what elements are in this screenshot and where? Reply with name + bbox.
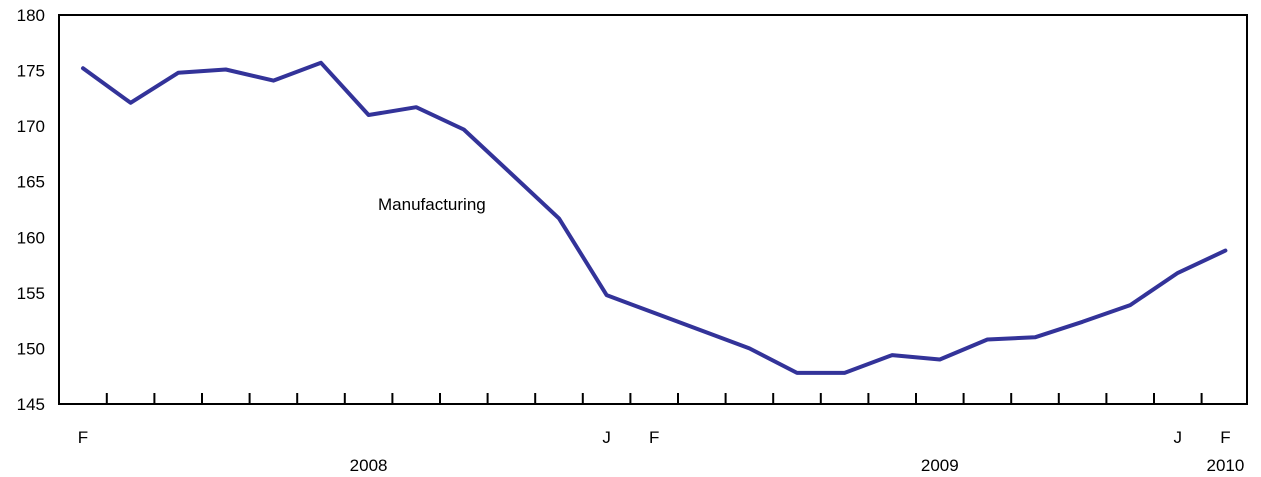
x-tick-label: F [78, 428, 88, 447]
y-tick-label: 155 [17, 284, 45, 303]
series-layer [81, 60, 1228, 375]
series-line [81, 60, 1228, 375]
y-tick-label: 165 [17, 173, 45, 192]
y-tick-label: 170 [17, 117, 45, 136]
x-tick-label: F [649, 428, 659, 447]
year-label: 2008 [350, 456, 388, 475]
y-tick-label: 175 [17, 62, 45, 81]
x-tick-label: F [1220, 428, 1230, 447]
y-tick-label: 150 [17, 339, 45, 358]
year-labels: 2008 2009 2010 [350, 456, 1245, 475]
y-axis-ticks: 145 150 155 160 165 170 175 180 [17, 6, 45, 414]
y-tick-label: 145 [17, 395, 45, 414]
y-tick-label: 160 [17, 228, 45, 247]
year-label: 2009 [921, 456, 959, 475]
x-tick-label: J [1174, 428, 1183, 447]
series-annotation: Manufacturing [378, 195, 486, 214]
x-axis-ticks [105, 393, 1203, 404]
plot-frame [58, 14, 1248, 405]
year-label: 2010 [1206, 456, 1244, 475]
y-tick-label: 180 [17, 6, 45, 25]
x-tick-label: J [602, 428, 611, 447]
